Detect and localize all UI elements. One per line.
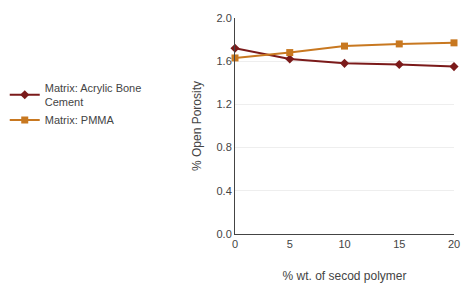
svg-text:0: 0 [232,238,238,250]
svg-text:Matrix: Acrylic BoneCement: Matrix: Acrylic BoneCement [45,82,142,108]
svg-text:0.8: 0.8 [217,141,232,153]
svg-text:Matrix: PMMA: Matrix: PMMA [45,114,115,126]
svg-text:5: 5 [287,238,293,250]
svg-text:15: 15 [393,238,405,250]
svg-text:2.0: 2.0 [217,12,232,24]
svg-text:% Open Porosity: % Open Porosity [190,81,204,171]
svg-text:% wt. of secod polymer: % wt. of secod polymer [282,269,406,283]
svg-text:0.4: 0.4 [217,185,232,197]
svg-text:1.2: 1.2 [217,98,232,110]
svg-text:1.6: 1.6 [217,55,232,67]
svg-text:20: 20 [448,238,460,250]
svg-text:10: 10 [338,238,350,250]
svg-text:0.0: 0.0 [217,228,232,240]
